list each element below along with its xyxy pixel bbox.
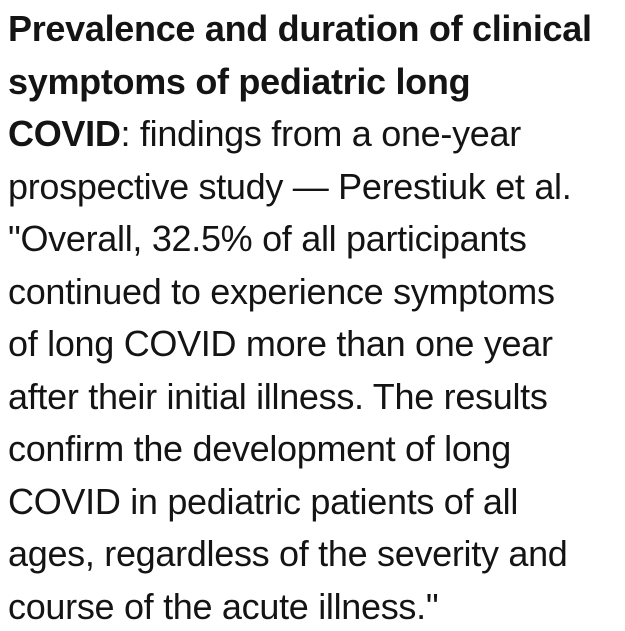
text-segment: of long COVID more than one year: [8, 323, 553, 364]
text-line: symptoms of pediatric long: [8, 56, 619, 109]
text-line: Prevalence and duration of clinical: [8, 3, 619, 56]
text-line: of long COVID more than one year: [8, 318, 619, 371]
text-segment: "Overall, 32.5% of all participants: [8, 218, 527, 259]
text-line: ages, regardless of the severity and: [8, 528, 619, 581]
text-segment: course of the acute illness.": [8, 585, 439, 627]
text-segment: COVID in pediatric patients of all: [8, 480, 519, 522]
bold-text-segment: Prevalence and duration of clinical: [8, 8, 592, 49]
text-segment: after their initial illness. The results: [8, 375, 548, 417]
text-line: confirm the development of long: [8, 423, 619, 476]
text-segment: prospective study — Perestiuk et al.: [8, 165, 572, 207]
text-line: COVID in pediatric patients of all: [8, 476, 619, 529]
text-line: prospective study — Perestiuk et al.: [8, 161, 619, 214]
text-segment: confirm the development of long: [8, 428, 511, 469]
text-segment: ages, regardless of the severity and: [8, 533, 568, 574]
text-line: COVID: findings from a one-year: [8, 108, 619, 161]
text-segment: : findings from a one-year: [120, 113, 522, 154]
text-line: after their initial illness. The results: [8, 371, 619, 424]
bold-text-segment: symptoms of pediatric long: [8, 60, 471, 102]
text-segment: continued to experience symptoms: [8, 270, 555, 312]
text-line: "Overall, 32.5% of all participants: [8, 213, 619, 266]
text-line: course of the acute illness.": [8, 581, 619, 631]
text-line: continued to experience symptoms: [8, 266, 619, 319]
bold-text-segment: COVID: [8, 113, 121, 154]
